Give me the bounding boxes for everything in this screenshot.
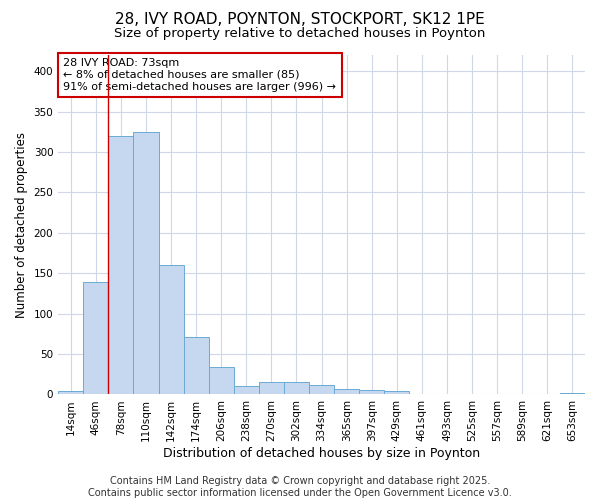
Bar bbox=[83, 282, 109, 395]
Bar bbox=[209, 367, 234, 394]
Text: 28, IVY ROAD, POYNTON, STOCKPORT, SK12 1PE: 28, IVY ROAD, POYNTON, STOCKPORT, SK12 1… bbox=[115, 12, 485, 28]
Bar bbox=[284, 382, 309, 394]
Bar bbox=[133, 132, 158, 394]
Bar bbox=[109, 136, 133, 394]
Bar bbox=[560, 393, 585, 394]
Text: 28 IVY ROAD: 73sqm
← 8% of detached houses are smaller (85)
91% of semi-detached: 28 IVY ROAD: 73sqm ← 8% of detached hous… bbox=[64, 58, 337, 92]
Bar bbox=[184, 337, 209, 394]
Text: Size of property relative to detached houses in Poynton: Size of property relative to detached ho… bbox=[115, 28, 485, 40]
Bar bbox=[334, 389, 359, 394]
X-axis label: Distribution of detached houses by size in Poynton: Distribution of detached houses by size … bbox=[163, 447, 480, 460]
Bar bbox=[309, 385, 334, 394]
Y-axis label: Number of detached properties: Number of detached properties bbox=[15, 132, 28, 318]
Bar bbox=[158, 265, 184, 394]
Bar bbox=[385, 391, 409, 394]
Bar bbox=[359, 390, 385, 394]
Text: Contains HM Land Registry data © Crown copyright and database right 2025.
Contai: Contains HM Land Registry data © Crown c… bbox=[88, 476, 512, 498]
Bar bbox=[58, 391, 83, 394]
Bar bbox=[259, 382, 284, 394]
Bar bbox=[234, 386, 259, 394]
